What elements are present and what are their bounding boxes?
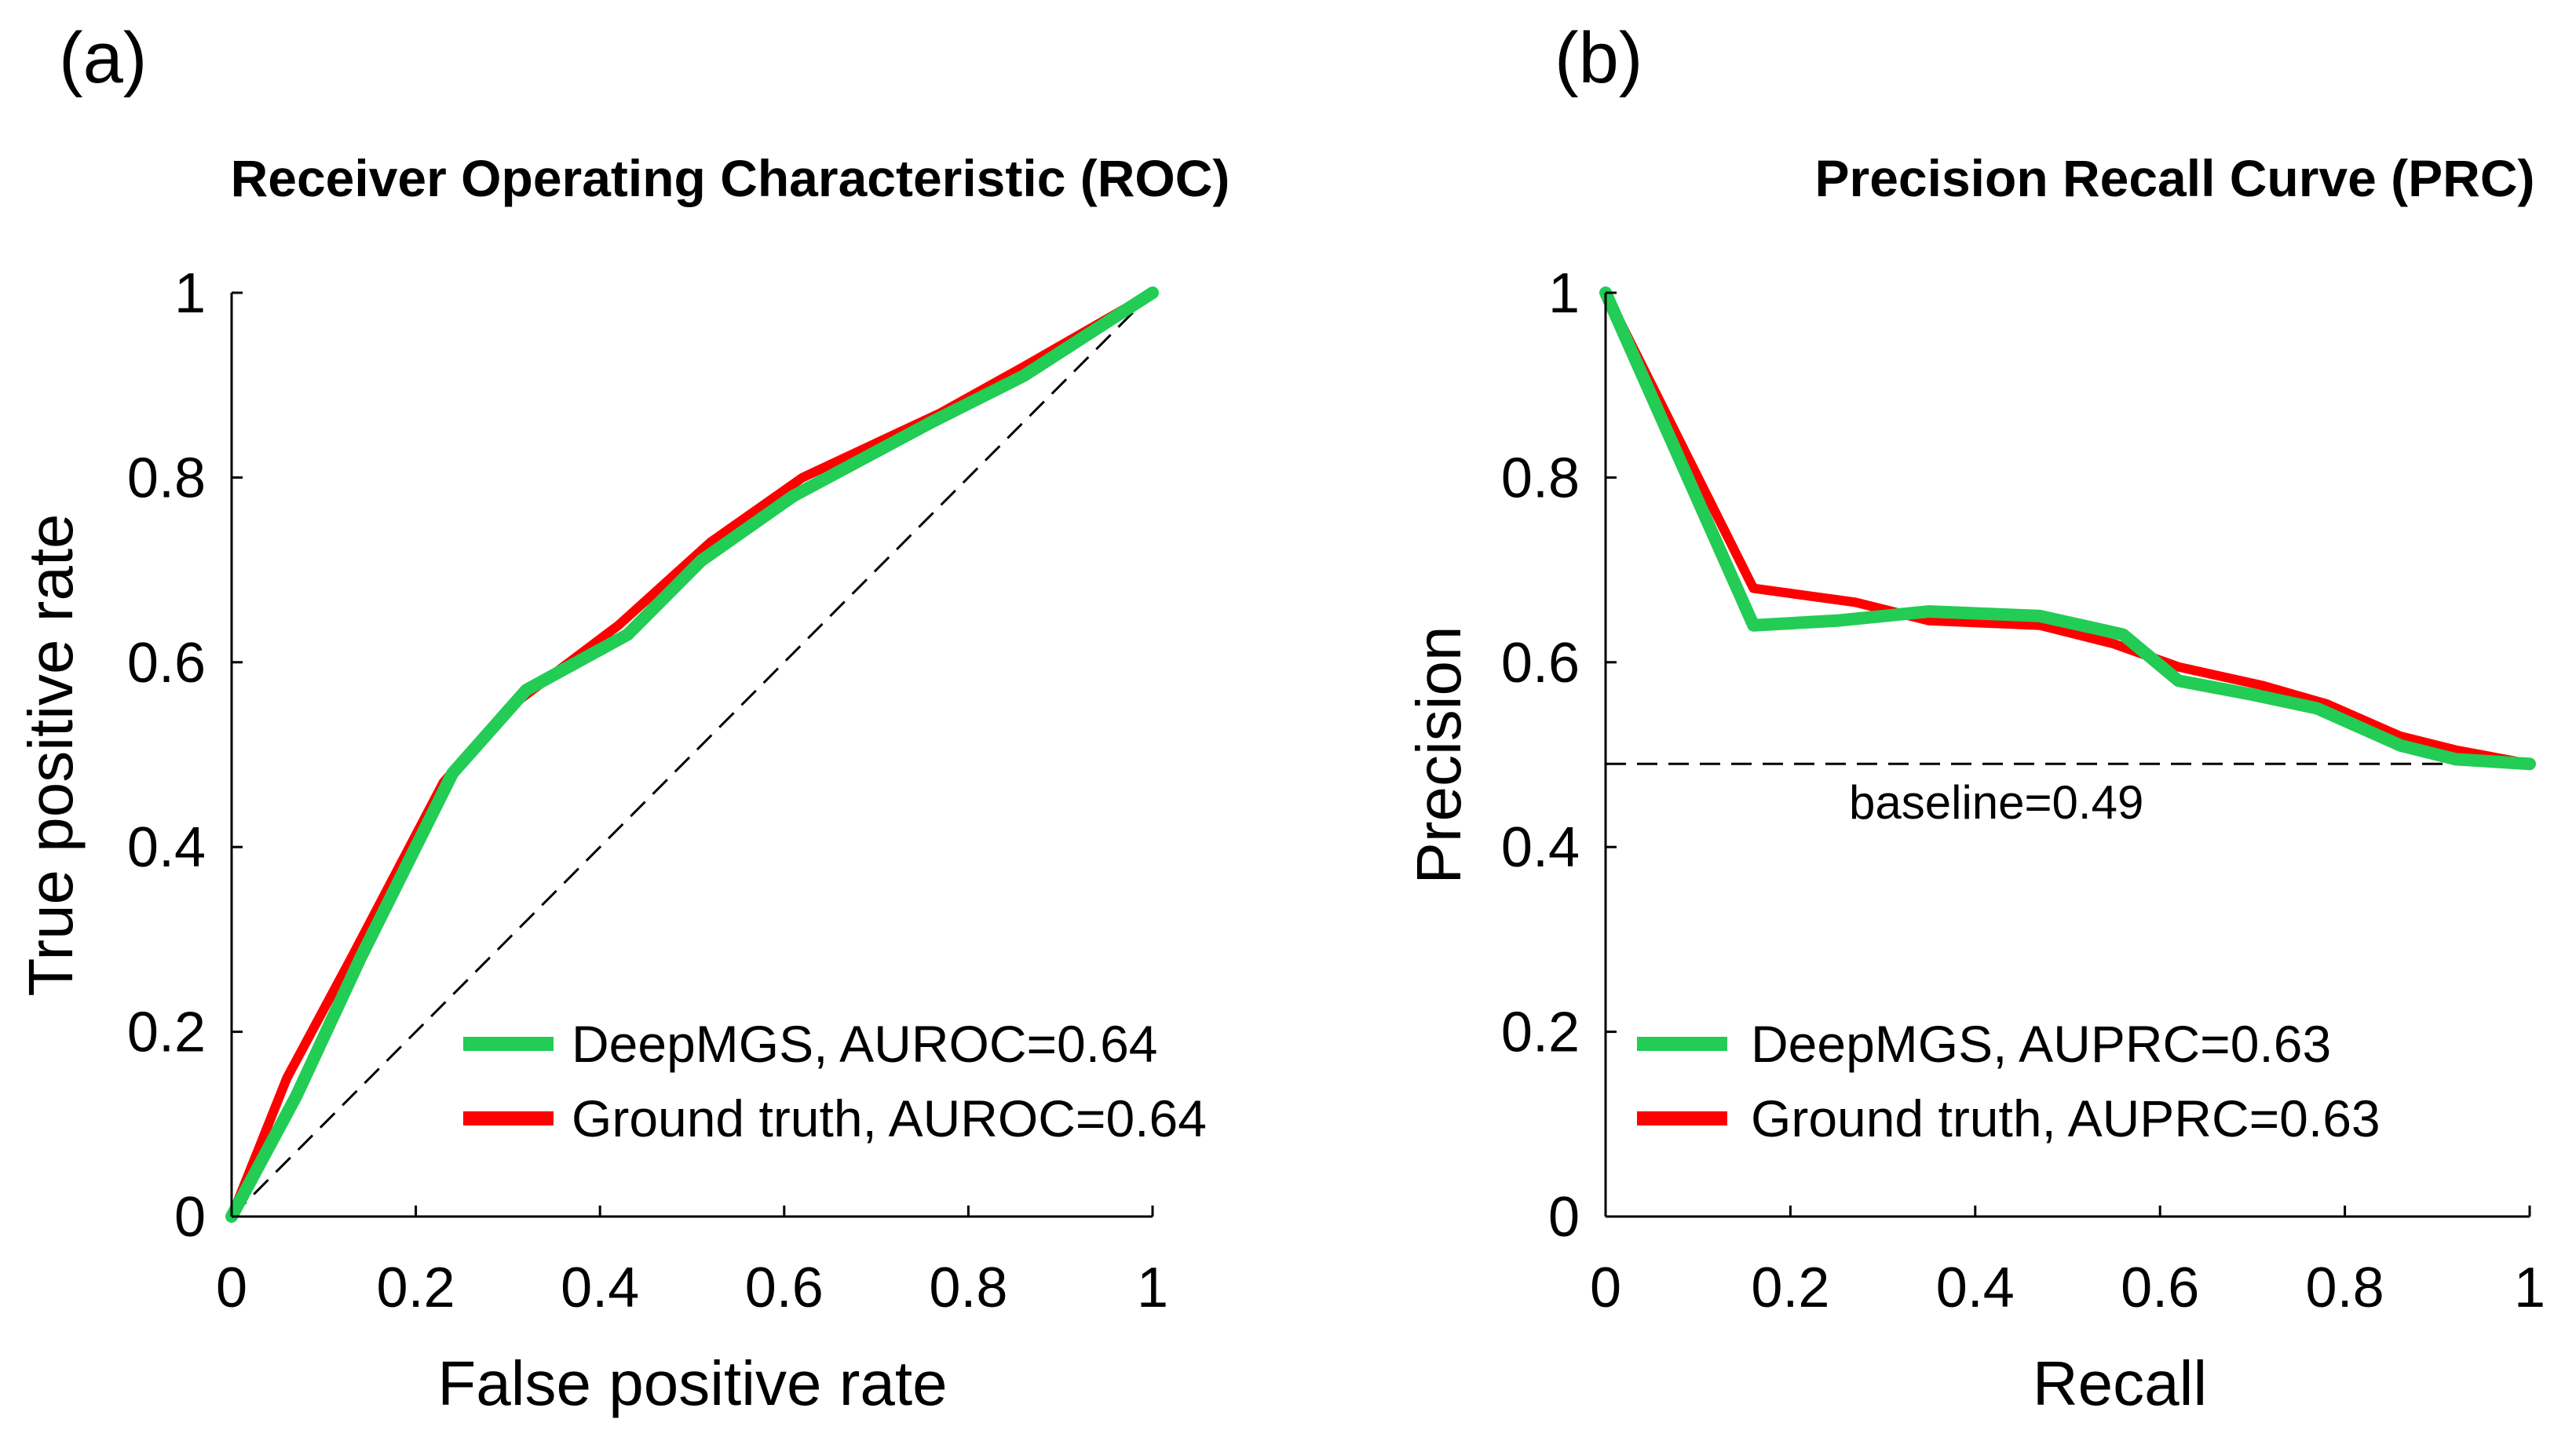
roc-chance-diagonal xyxy=(230,291,1154,1218)
roc-legend: DeepMGS, AUROC=0.64 Ground truth, AUROC=… xyxy=(463,1015,1207,1147)
roc-y-axis-label: True positive rate xyxy=(16,513,86,996)
prc-x-tick-label: 1 xyxy=(2514,1257,2545,1319)
roc-x-tick-label: 0.2 xyxy=(377,1257,455,1319)
roc-y-tick-label: 0.2 xyxy=(127,1001,206,1064)
prc-panel: (b) Precision Recall Curve (PRC) 0 0.2 0… xyxy=(1404,18,2545,1418)
prc-y-tick-label: 1 xyxy=(1548,262,1580,325)
roc-y-tick-label: 1 xyxy=(174,262,206,325)
roc-series-deepmgs xyxy=(225,286,1159,1223)
prc-y-tick-labels: 0 0.2 0.4 0.6 0.8 1 xyxy=(1501,262,1580,1249)
prc-y-tick-label: 0.6 xyxy=(1501,632,1580,695)
prc-y-tick-label: 0 xyxy=(1548,1186,1580,1249)
roc-legend-label-deepmgs: DeepMGS, AUROC=0.64 xyxy=(572,1015,1158,1073)
roc-y-tick-label: 0.6 xyxy=(127,632,206,695)
roc-x-tick-label: 0 xyxy=(216,1257,247,1319)
roc-y-tick-label: 0 xyxy=(174,1186,206,1249)
prc-x-tick-labels: 0 0.2 0.4 0.6 0.8 1 xyxy=(1590,1257,2545,1319)
roc-y-tick-label: 0.4 xyxy=(127,816,206,879)
roc-x-tick-label: 0.6 xyxy=(745,1257,824,1319)
roc-panel: (a) Receiver Operating Characteristic (R… xyxy=(16,18,1230,1418)
roc-x-tick-label: 0.8 xyxy=(929,1257,1007,1319)
roc-x-tick-label: 0.4 xyxy=(561,1257,639,1319)
prc-y-axis-label: Precision xyxy=(1404,626,1474,884)
prc-y-tick-label: 0.8 xyxy=(1501,447,1580,509)
prc-y-tick-label: 0.4 xyxy=(1501,816,1580,879)
prc-baseline-label: baseline=0.49 xyxy=(1849,776,2143,829)
prc-x-tick-label: 0.2 xyxy=(1751,1257,1829,1319)
roc-series-group xyxy=(225,286,1159,1223)
prc-x-tick-label: 0.4 xyxy=(1936,1257,2015,1319)
roc-x-axis-label: False positive rate xyxy=(437,1348,947,1418)
prc-series-group xyxy=(1599,286,2536,771)
prc-legend: DeepMGS, AUPRC=0.63 Ground truth, AUPRC=… xyxy=(1637,1015,2381,1147)
roc-panel-label: (a) xyxy=(59,18,147,98)
prc-legend-label-ground-truth: Ground truth, AUPRC=0.63 xyxy=(1751,1089,2381,1147)
prc-y-tick-label: 0.2 xyxy=(1501,1001,1580,1064)
roc-x-tick-labels: 0 0.2 0.4 0.6 0.8 1 xyxy=(216,1257,1168,1319)
roc-axes xyxy=(230,293,1153,1218)
prc-series-ground-truth xyxy=(1601,288,2534,769)
prc-x-tick-label: 0.6 xyxy=(2121,1257,2199,1319)
roc-y-tick-label: 0.8 xyxy=(127,447,206,509)
prc-legend-label-deepmgs: DeepMGS, AUPRC=0.63 xyxy=(1751,1015,2331,1073)
prc-panel-label: (b) xyxy=(1555,18,1642,98)
prc-x-tick-label: 0 xyxy=(1590,1257,1621,1319)
roc-legend-label-ground-truth: Ground truth, AUROC=0.64 xyxy=(572,1089,1207,1147)
roc-y-tick-labels: 0 0.2 0.4 0.6 0.8 1 xyxy=(127,262,206,1249)
prc-ticks xyxy=(1604,291,2531,1218)
roc-reference-line xyxy=(230,291,1154,1218)
roc-x-tick-label: 1 xyxy=(1137,1257,1168,1319)
prc-axes xyxy=(1604,293,2530,1218)
roc-title: Receiver Operating Characteristic (ROC) xyxy=(231,149,1230,207)
prc-series-deepmgs xyxy=(1599,286,2536,771)
roc-ticks xyxy=(230,291,1154,1218)
prc-x-tick-label: 0.8 xyxy=(2306,1257,2384,1319)
prc-title: Precision Recall Curve (PRC) xyxy=(1815,149,2535,207)
prc-x-axis-label: Recall xyxy=(2033,1348,2207,1418)
